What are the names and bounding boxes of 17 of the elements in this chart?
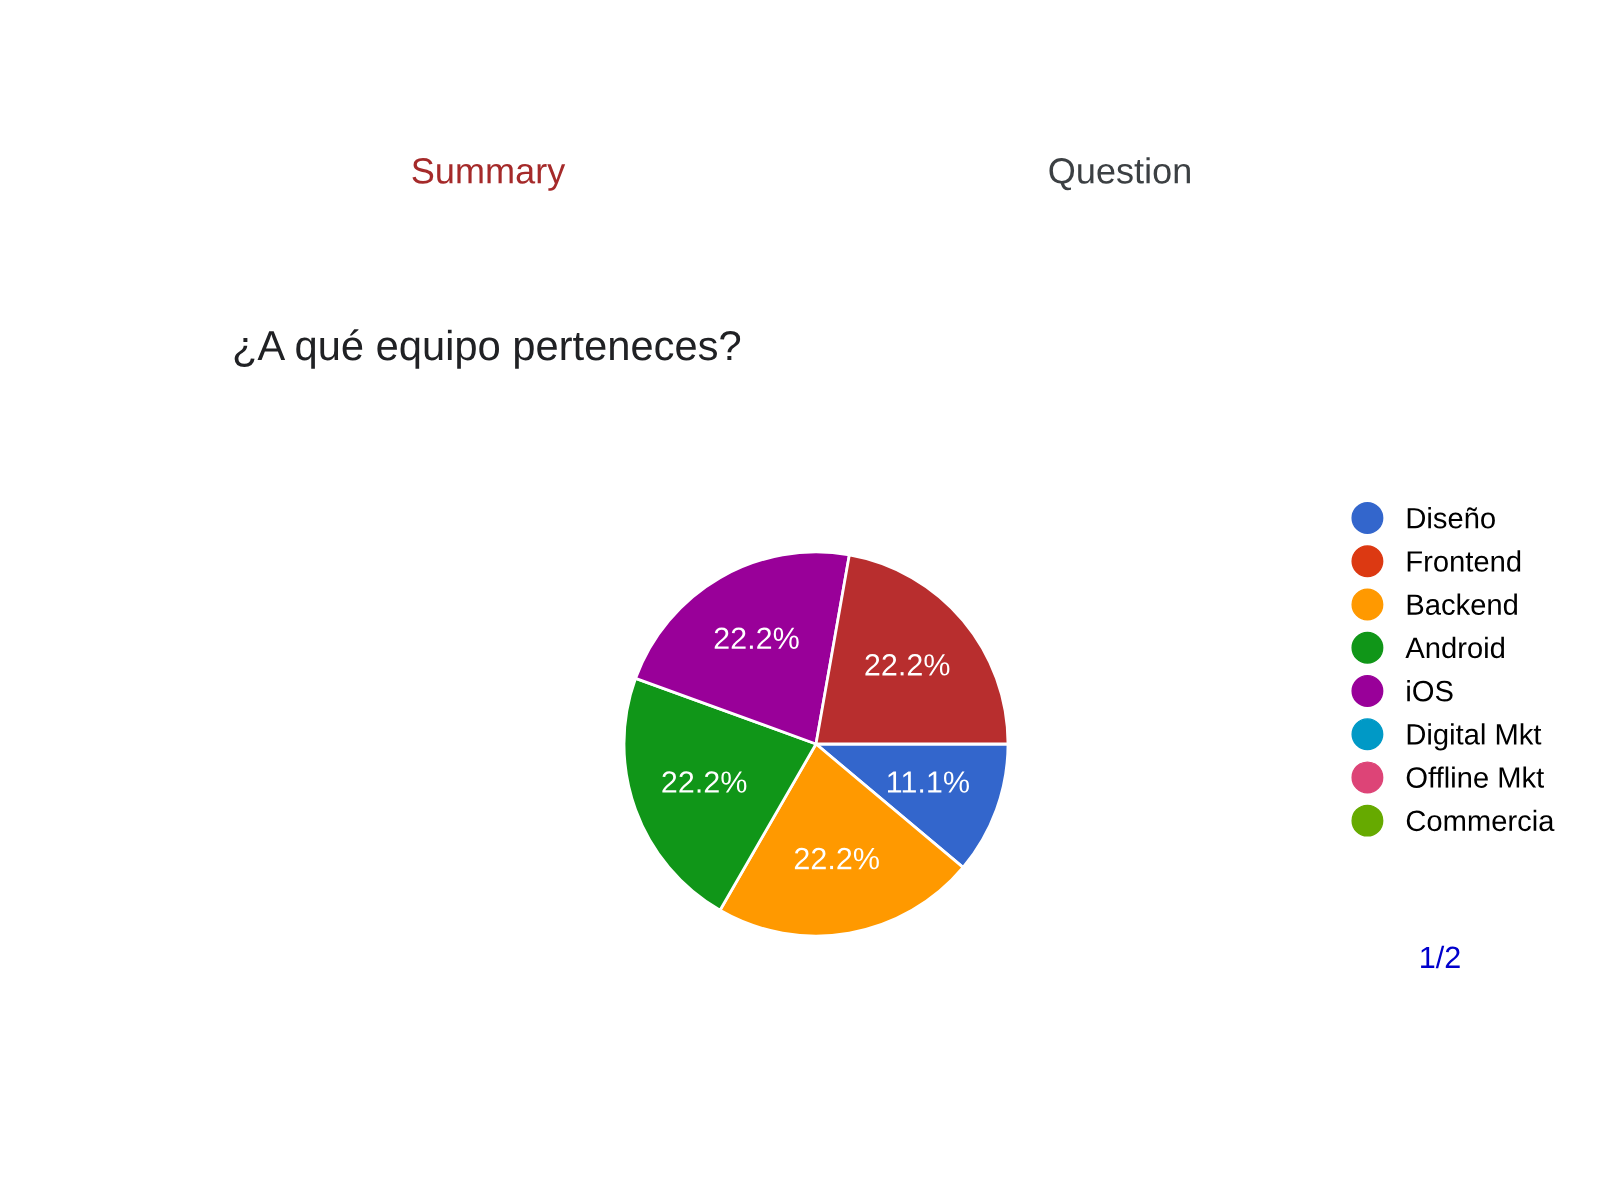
- legend-label: Digital Mkt: [1407, 723, 1542, 751]
- data-label: 11.1%: [888, 771, 969, 793]
- legend-label: Backend: [1407, 593, 1517, 615]
- data-label: 22.2%: [865, 654, 950, 676]
- legend-label: Commercia: [1406, 809, 1555, 832]
- data-label: 22.2%: [714, 627, 799, 649]
- legend-label: Frontend: [1407, 550, 1521, 572]
- legend-label: Diseño: [1407, 507, 1495, 529]
- chart-title: ¿A qué equipo perteneces?: [234, 329, 741, 369]
- text: Summary: [412, 158, 566, 191]
- legend-label: Android: [1405, 636, 1504, 659]
- legend-label: iOS: [1407, 680, 1453, 702]
- data-label: 22.2%: [662, 771, 747, 793]
- legend-label: Offline Mkt: [1406, 766, 1544, 788]
- data-label: 22.2%: [794, 847, 879, 870]
- text: Question: [1049, 157, 1190, 191]
- text: 1/2: [1421, 945, 1460, 969]
